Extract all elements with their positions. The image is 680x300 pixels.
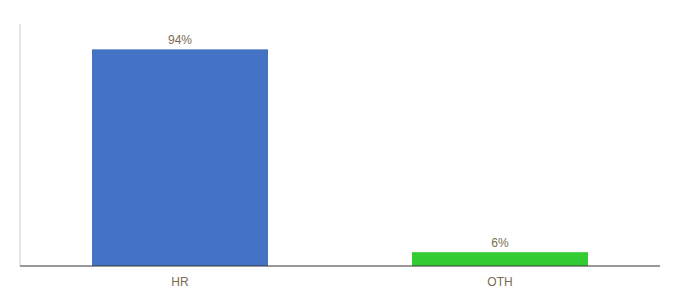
- chart: 94% 6% HR OTH: [0, 0, 680, 300]
- bar: [92, 49, 268, 266]
- data-label: 94%: [168, 33, 192, 47]
- x-tick-label: HR: [171, 275, 189, 289]
- y-axis-line: [20, 24, 21, 266]
- x-axis-line: [20, 265, 660, 266]
- data-label: 6%: [491, 236, 509, 250]
- chart-container: 94% 6% HR OTH: [0, 0, 680, 300]
- bars: [92, 49, 588, 266]
- bar: [412, 252, 588, 266]
- x-tick-label: OTH: [487, 275, 512, 289]
